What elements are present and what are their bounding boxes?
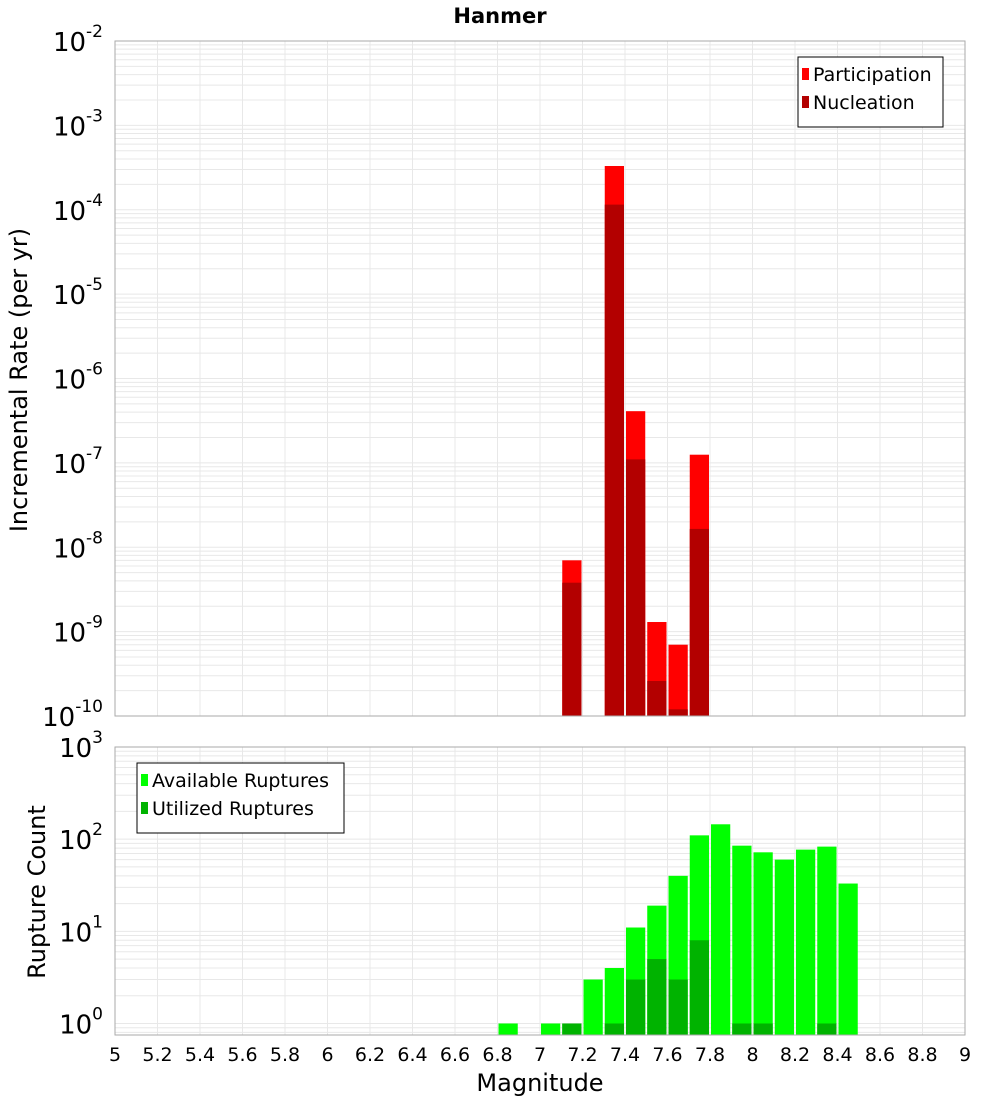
top-y-axis-label: Incremental Rate (per yr) (5, 228, 33, 532)
bottom-legend-label: Utilized Ruptures (152, 798, 314, 820)
bottom-y-ticks: 100 101 102 103 (59, 728, 103, 1040)
x-tick-label: 7.6 (652, 1044, 682, 1066)
bottom-bar-available (583, 979, 603, 1035)
x-tick-label: 8.4 (822, 1044, 852, 1066)
top-legend-swatch (802, 68, 809, 80)
top-y-tick-label: 10-5 (53, 275, 103, 311)
top-panel: 10-10 10-9 10-8 10-7 10-6 10-5 10-4 10-3 10-2 Par… (42, 22, 966, 733)
top-bar-nucleation (689, 528, 709, 716)
top-bar-nucleation (604, 204, 624, 717)
bottom-bar-available (753, 852, 773, 1035)
top-legend-label: Participation (813, 64, 932, 86)
x-tick-label: 8.6 (865, 1044, 895, 1066)
top-y-tick-label: 10-10 (42, 697, 103, 733)
bottom-bar-utilized (817, 1023, 837, 1035)
top-bar-nucleation (562, 582, 582, 716)
bottom-bar-utilized (732, 1023, 752, 1035)
bottom-legend-swatch (141, 774, 148, 786)
top-y-tick-label: 10-9 (53, 613, 103, 649)
bottom-bars (498, 824, 858, 1035)
bottom-plot-frame (114, 746, 966, 1036)
x-tick-label: 7.4 (610, 1044, 640, 1066)
top-y-tick-label: 10-3 (53, 106, 103, 142)
bottom-bar-available (796, 849, 816, 1035)
top-plot-frame (114, 40, 966, 717)
bottom-bar-available (604, 967, 624, 1035)
bottom-y-axis-label: Rupture Count (23, 805, 51, 979)
bottom-bar-utilized (604, 1023, 624, 1035)
x-axis-label: Magnitude (476, 1069, 603, 1097)
bottom-legend-box (136, 762, 345, 834)
bottom-bar-available (498, 1023, 518, 1035)
bottom-legend-label: Available Ruptures (152, 770, 329, 792)
x-tick-label: 7 (534, 1044, 546, 1066)
x-tick-label: 5.6 (227, 1044, 257, 1066)
x-tick-label: 8.8 (907, 1044, 937, 1066)
x-tick-label: 7.2 (567, 1044, 597, 1066)
bottom-bar-utilized (753, 1023, 773, 1035)
top-y-tick-label: 10-4 (53, 191, 103, 227)
x-tick-label: 5.4 (185, 1044, 215, 1066)
bottom-bar-available (774, 859, 794, 1035)
top-y-tick-label: 10-2 (53, 22, 103, 58)
x-tick-label: 5.2 (142, 1044, 172, 1066)
bottom-y-tick-label: 103 (59, 728, 103, 764)
x-tick-label: 6.4 (397, 1044, 427, 1066)
bottom-y-tick-label: 101 (59, 912, 103, 948)
top-y-tick-label: 10-7 (53, 444, 103, 480)
top-legend-box (797, 56, 944, 128)
bottom-bar-available (732, 845, 752, 1035)
top-bar-nucleation (668, 709, 688, 716)
x-tick-label: 6.6 (440, 1044, 470, 1066)
x-axis: 5 5.2 5.4 5.6 5.8 6 6.2 6.4 6.6 6.8 7 7.2 7.4 7.6 7.8 8… (109, 1044, 971, 1066)
top-grid (114, 40, 966, 717)
x-tick-label: 5.8 (270, 1044, 300, 1066)
x-tick-label: 6.2 (355, 1044, 385, 1066)
top-bars (562, 166, 709, 717)
top-legend-swatch (802, 96, 809, 108)
top-bar-nucleation (647, 680, 667, 716)
top-legend-label: Nucleation (813, 92, 915, 114)
bottom-bar-utilized (668, 979, 688, 1035)
chart-title: Hanmer (453, 4, 547, 28)
bottom-bar-available (711, 824, 731, 1035)
x-tick-label: 8 (746, 1044, 758, 1066)
top-y-tick-label: 10-8 (53, 528, 103, 564)
x-tick-label: 6.8 (482, 1044, 512, 1066)
bottom-bar-available (541, 1023, 561, 1035)
top-bar-nucleation (626, 459, 646, 716)
bottom-bar-utilized (647, 959, 667, 1035)
x-tick-label: 8.2 (780, 1044, 810, 1066)
bottom-legend-swatch (141, 802, 148, 814)
x-tick-label: 6 (321, 1044, 333, 1066)
x-tick-label: 5 (109, 1044, 121, 1066)
bottom-y-tick-label: 100 (59, 1004, 103, 1040)
bottom-panel: 100 101 102 103 Available Ruptures Utilized R… (59, 728, 966, 1040)
top-bar-participation (668, 644, 688, 716)
bottom-bar-available (838, 883, 858, 1035)
bottom-y-tick-label: 102 (59, 820, 103, 856)
bottom-legend: Available Ruptures Utilized Ruptures (136, 762, 345, 834)
x-tick-label: 7.8 (695, 1044, 725, 1066)
bottom-bar-utilized (626, 979, 646, 1035)
bottom-bar-available (817, 846, 837, 1035)
top-legend: Participation Nucleation (797, 56, 944, 128)
bottom-bar-utilized (689, 940, 709, 1035)
x-tick-label: 9 (959, 1044, 971, 1066)
top-y-ticks: 10-10 10-9 10-8 10-7 10-6 10-5 10-4 10-3 10-2 (42, 22, 103, 733)
bottom-bar-utilized (562, 1023, 582, 1035)
top-y-tick-label: 10-6 (53, 360, 103, 396)
